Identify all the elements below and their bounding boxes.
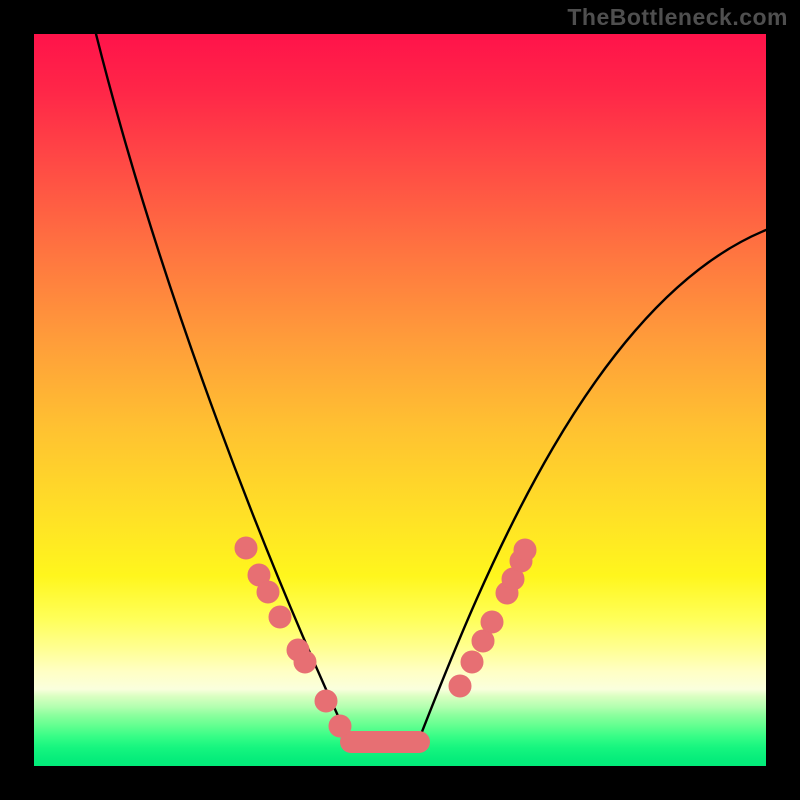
chart-svg [0,0,800,800]
data-marker [294,651,316,673]
data-marker [514,539,536,561]
data-marker [269,606,291,628]
data-marker [329,715,351,737]
figure-root: TheBottleneck.com [0,0,800,800]
data-marker [481,611,503,633]
data-marker [449,675,471,697]
data-marker [235,537,257,559]
plot-background [34,34,766,766]
valley-bar [340,731,430,753]
data-marker [257,581,279,603]
watermark-text: TheBottleneck.com [567,4,788,31]
data-marker [461,651,483,673]
data-marker [315,690,337,712]
